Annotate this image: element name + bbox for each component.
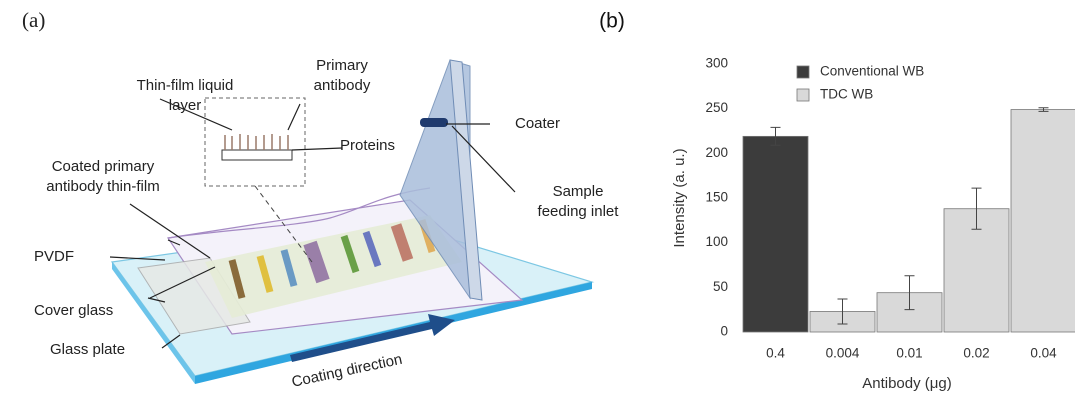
y-tick-label: 200 bbox=[705, 145, 728, 160]
callout: Coater bbox=[515, 115, 560, 132]
legend-swatch bbox=[797, 66, 809, 78]
y-tick-label: 150 bbox=[705, 190, 728, 205]
callout: Proteins bbox=[340, 137, 395, 154]
panel-a: (a) bbox=[22, 8, 619, 391]
feeding-inlet bbox=[420, 118, 448, 127]
x-tick-label: 0.04 bbox=[1030, 346, 1057, 361]
x-tick-label: 0.02 bbox=[963, 346, 989, 361]
panel-label: (a) bbox=[22, 8, 45, 32]
y-tick-label: 0 bbox=[720, 324, 728, 339]
callout: Coated primary bbox=[52, 158, 155, 175]
inset-box bbox=[205, 98, 305, 186]
y-tick-label: 50 bbox=[713, 279, 728, 294]
legend-swatch bbox=[797, 89, 809, 101]
x-axis-title: Antibody (μg) bbox=[862, 375, 952, 392]
leader-line bbox=[130, 204, 210, 258]
callout: Cover glass bbox=[34, 302, 113, 319]
callout: feeding inlet bbox=[538, 203, 620, 220]
y-tick-label: 100 bbox=[705, 234, 728, 249]
callout: layer bbox=[169, 97, 202, 114]
legend-label: Conventional WB bbox=[820, 64, 924, 79]
callout: PVDF bbox=[34, 248, 74, 265]
legend-label: TDC WB bbox=[820, 87, 873, 102]
inset-proteins bbox=[225, 134, 288, 150]
panel-label: (b) bbox=[599, 10, 625, 33]
panel-b: (b) Antibody (μg) Intensity (a. u.) 0 50 1… bbox=[599, 10, 1075, 392]
bar bbox=[743, 136, 808, 332]
callout: Primary bbox=[316, 57, 368, 74]
bar bbox=[1011, 110, 1075, 332]
callout: antibody thin-film bbox=[46, 178, 159, 195]
callout: Thin-film liquid bbox=[137, 77, 234, 94]
x-tick-label: 0.004 bbox=[826, 346, 860, 361]
callout: Glass plate bbox=[50, 341, 125, 358]
y-tick-label: 300 bbox=[705, 56, 728, 71]
x-tick-label: 0.4 bbox=[766, 346, 785, 361]
callout: antibody bbox=[314, 77, 371, 94]
x-tick-label: 0.01 bbox=[896, 346, 922, 361]
inset-membrane bbox=[222, 150, 292, 160]
y-tick-label: 250 bbox=[705, 100, 728, 115]
figure: (a) bbox=[0, 0, 1075, 401]
callout: Sample bbox=[553, 183, 604, 200]
y-axis-title: Intensity (a. u.) bbox=[671, 148, 688, 247]
